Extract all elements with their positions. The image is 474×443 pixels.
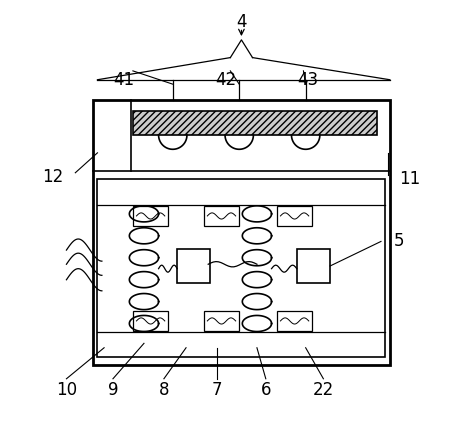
Text: 42: 42	[215, 71, 237, 89]
Bar	[277, 311, 312, 331]
Text: 8: 8	[159, 381, 169, 399]
Bar	[133, 206, 168, 226]
Text: 7: 7	[212, 381, 222, 399]
Bar	[204, 206, 239, 226]
Bar	[98, 179, 385, 357]
Text: 43: 43	[297, 71, 319, 89]
Text: 41: 41	[113, 71, 135, 89]
Bar	[277, 206, 312, 226]
Text: 11: 11	[399, 171, 420, 188]
Bar	[133, 311, 168, 331]
Text: 4: 4	[236, 13, 246, 31]
Bar	[93, 100, 390, 365]
Text: 9: 9	[108, 381, 118, 399]
Text: 5: 5	[393, 233, 404, 250]
Bar	[177, 249, 210, 283]
Text: 6: 6	[261, 381, 271, 399]
Text: 12: 12	[43, 168, 64, 186]
Bar	[297, 249, 330, 283]
Text: 22: 22	[313, 381, 334, 399]
Text: 10: 10	[56, 381, 77, 399]
Bar	[133, 111, 376, 135]
Bar	[204, 311, 239, 331]
